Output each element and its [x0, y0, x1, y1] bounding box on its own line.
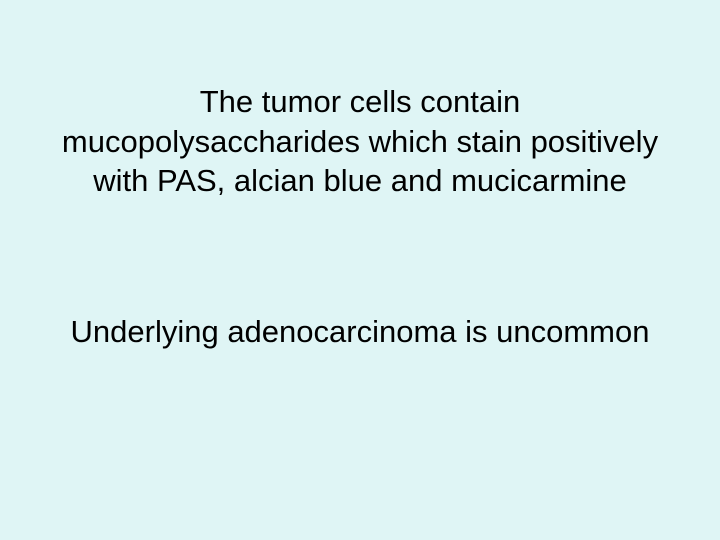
paragraph-1: The tumor cells contain mucopolysacchari… [0, 82, 720, 201]
paragraph-2: Underlying adenocarcinoma is uncommon [0, 312, 720, 352]
slide: The tumor cells contain mucopolysacchari… [0, 0, 720, 540]
